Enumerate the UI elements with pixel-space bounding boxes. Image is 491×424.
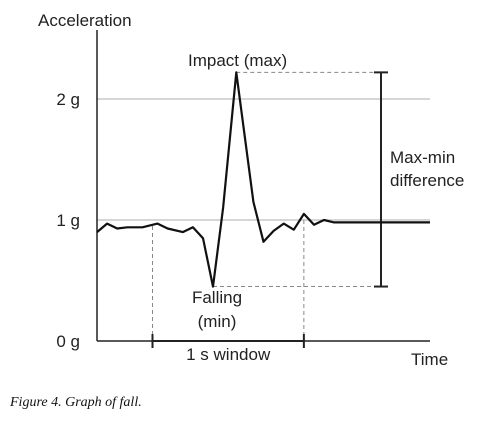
x-axis-label: Time xyxy=(411,350,448,369)
difference-annotation-line1: Max-min xyxy=(390,148,455,167)
y-tick-label-1g: 1 g xyxy=(56,211,80,230)
impact-annotation: Impact (max) xyxy=(188,51,287,70)
figure-caption: Figure 4. Graph of fall. xyxy=(10,395,142,411)
y-tick-label-2g: 2 g xyxy=(56,90,80,109)
window-annotation: 1 s window xyxy=(186,345,271,364)
difference-annotation-line2: difference xyxy=(390,171,464,190)
y-tick-label-0g: 0 g xyxy=(56,332,80,351)
falling-min-annotation: (min) xyxy=(198,312,237,331)
falling-annotation: Falling xyxy=(192,288,242,307)
figure-caption-prefix: Figure 4. xyxy=(10,395,62,410)
acceleration-series-line xyxy=(96,71,430,288)
figure-caption-text: Graph of fall. xyxy=(65,395,142,410)
fall-graph: Acceleration Time 0 g 1 g 2 g Impact (ma… xyxy=(38,11,464,369)
y-axis-label: Acceleration xyxy=(38,11,132,30)
